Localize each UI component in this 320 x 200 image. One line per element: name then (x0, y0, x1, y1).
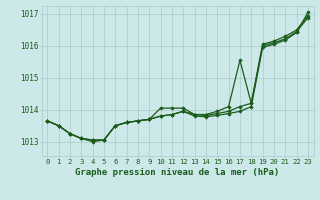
X-axis label: Graphe pression niveau de la mer (hPa): Graphe pression niveau de la mer (hPa) (76, 168, 280, 177)
